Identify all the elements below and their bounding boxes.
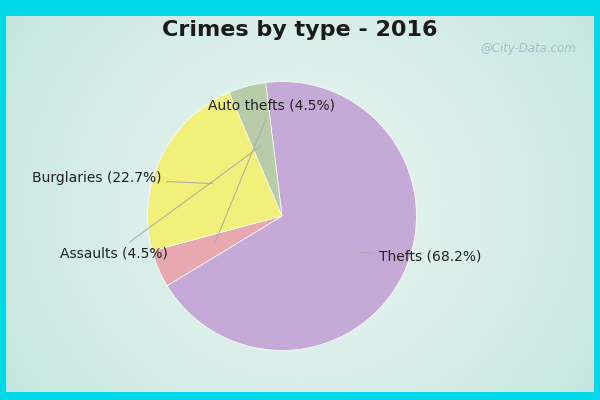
Wedge shape <box>229 83 282 216</box>
Wedge shape <box>152 216 282 286</box>
Text: Burglaries (22.7%): Burglaries (22.7%) <box>32 171 213 185</box>
Wedge shape <box>167 82 416 350</box>
Text: @City-Data.com: @City-Data.com <box>481 42 577 55</box>
Text: Crimes by type - 2016: Crimes by type - 2016 <box>162 20 438 40</box>
Text: Auto thefts (4.5%): Auto thefts (4.5%) <box>208 99 335 242</box>
Text: Thefts (68.2%): Thefts (68.2%) <box>360 249 481 263</box>
Text: Assaults (4.5%): Assaults (4.5%) <box>60 146 260 261</box>
Wedge shape <box>148 92 282 251</box>
